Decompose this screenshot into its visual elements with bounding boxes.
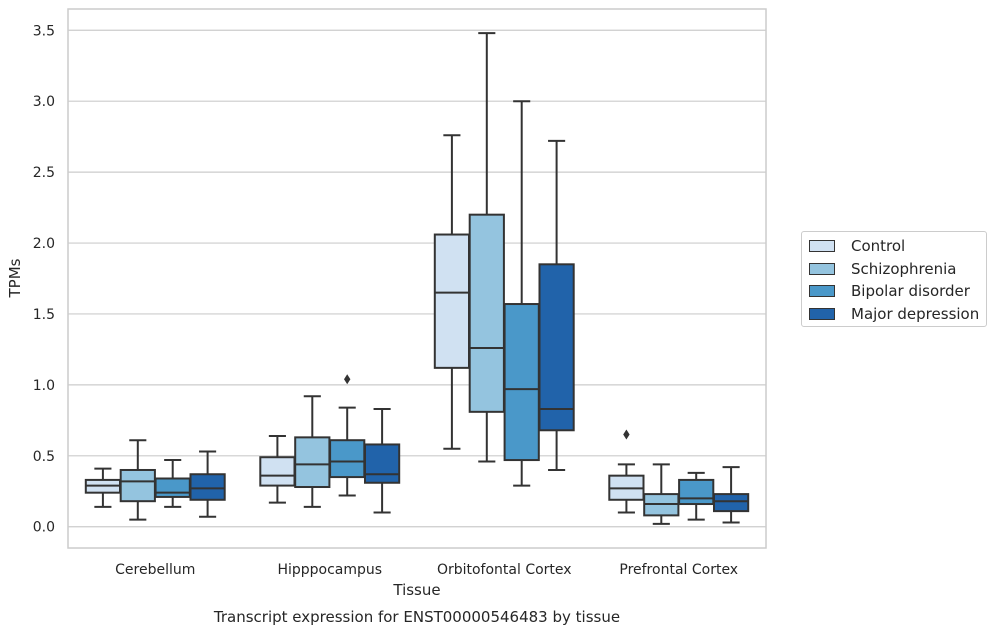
legend-swatch	[809, 307, 835, 320]
legend-item: Control	[808, 235, 986, 258]
legend-swatch	[809, 285, 835, 298]
box-bipolar-disorder	[503, 100, 540, 487]
y-axis-label: TPMs	[6, 258, 24, 298]
outlier-point	[623, 429, 630, 440]
box-iqr	[259, 456, 296, 487]
legend-item: Bipolar disorder	[808, 280, 986, 303]
x-axis-label: Tissue	[392, 581, 440, 599]
box-bipolar-disorder	[154, 459, 191, 508]
y-tick-label: 0.0	[33, 520, 55, 536]
box-iqr	[154, 477, 191, 498]
legend-label: Major depression	[851, 304, 980, 323]
box-bipolar-disorder	[678, 471, 715, 521]
box-schizophrenia	[468, 32, 505, 463]
box-major-depression	[363, 407, 401, 514]
plot-frame	[67, 8, 767, 549]
legend-item: Schizophrenia	[808, 258, 986, 281]
legend-label: Bipolar disorder	[851, 282, 970, 301]
box-iqr	[433, 233, 471, 369]
legend-item: Major depression	[808, 303, 986, 326]
y-tick-label: 2.0	[33, 236, 55, 252]
box-schizophrenia	[294, 395, 331, 508]
y-tick-label: 1.0	[33, 378, 55, 394]
box-schizophrenia	[119, 439, 156, 521]
box-iqr	[503, 303, 540, 462]
box-iqr	[189, 473, 226, 501]
legend-swatch	[809, 262, 835, 275]
box-major-depression	[538, 139, 575, 471]
y-tick-label: 1.5	[33, 307, 55, 323]
y-tick-label: 0.5	[33, 449, 55, 465]
box-iqr	[538, 263, 575, 432]
box-iqr	[294, 436, 331, 489]
x-tick-label: Hipppocampus	[277, 562, 382, 578]
legend-label: Schizophrenia	[851, 259, 957, 278]
box-iqr	[678, 478, 715, 506]
gridlines	[68, 29, 766, 528]
box-major-depression	[712, 466, 750, 524]
box-iqr	[119, 468, 156, 503]
box-control	[84, 467, 122, 508]
box-major-depression	[189, 450, 226, 518]
box-iqr	[329, 439, 366, 479]
box-iqr	[363, 443, 401, 484]
y-axis-ticks: 0.0 0.5 1.0 1.5 2.0 2.5 3.0 3.5	[33, 23, 55, 535]
x-tick-label: Cerebellum	[115, 562, 195, 578]
x-tick-label: Orbitofontal Cortex	[437, 562, 572, 578]
outlier-point	[344, 374, 351, 385]
box-iqr	[468, 213, 505, 413]
box-plot-area	[84, 32, 750, 525]
x-tick-label: Prefrontal Cortex	[619, 562, 738, 578]
y-tick-label: 3.0	[33, 94, 55, 110]
legend-label: Control	[851, 237, 906, 256]
y-tick-label: 2.5	[33, 165, 55, 181]
chart-caption: Transcript expression for ENST0000054648…	[213, 608, 620, 626]
box-control	[608, 429, 645, 514]
box-bipolar-disorder	[329, 374, 366, 497]
x-axis-ticks: Cerebellum Hipppocampus Orbitofontal Corte…	[115, 562, 738, 578]
box-schizophrenia	[643, 463, 680, 525]
box-iqr	[712, 493, 750, 513]
y-tick-label: 3.5	[33, 23, 55, 39]
legend-swatch	[809, 240, 835, 253]
box-control	[259, 434, 296, 504]
legend: Control Schizophrenia Bipolar disorder Majo…	[801, 231, 987, 327]
box-control	[433, 134, 471, 450]
